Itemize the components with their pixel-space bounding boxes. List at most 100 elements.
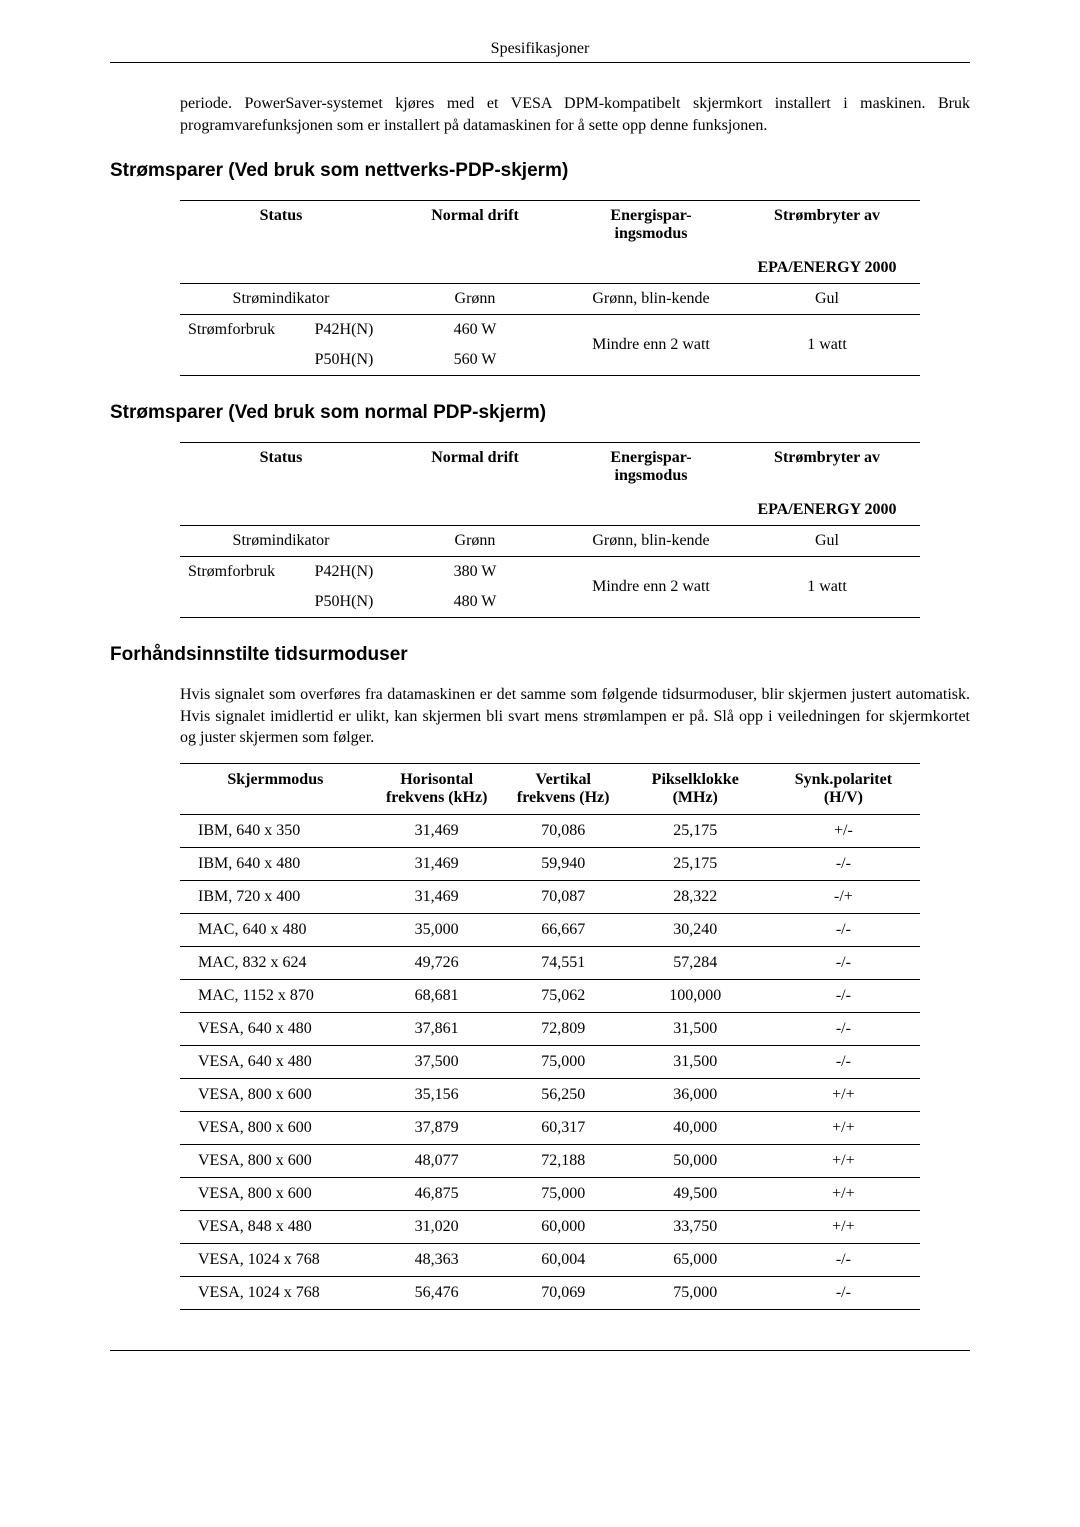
cell-pixel: 31,500 bbox=[624, 1045, 767, 1078]
indicator-normal: Grønn bbox=[382, 284, 568, 315]
watt-2: 560 W bbox=[382, 345, 568, 376]
th-normal: Normal drift bbox=[382, 201, 568, 250]
cell-sync: -/- bbox=[767, 979, 920, 1012]
th-status: Status bbox=[180, 201, 382, 250]
cell-hfreq: 31,020 bbox=[371, 1210, 503, 1243]
th-epa: EPA/ENERGY 2000 bbox=[734, 491, 920, 526]
cell-vfreq: 70,087 bbox=[503, 880, 624, 913]
cell-pixel: 30,240 bbox=[624, 913, 767, 946]
off-watt: 1 watt bbox=[734, 557, 920, 618]
model-2: P50H(N) bbox=[306, 587, 382, 618]
model-1: P42H(N) bbox=[306, 315, 382, 346]
cell-mode: IBM, 640 x 480 bbox=[180, 847, 371, 880]
cell-vfreq: 75,000 bbox=[503, 1177, 624, 1210]
indicator-energy: Grønn, blin-kende bbox=[568, 284, 734, 315]
cell-pixel: 25,175 bbox=[624, 814, 767, 847]
cell-mode: VESA, 800 x 600 bbox=[180, 1177, 371, 1210]
cell-pixel: 57,284 bbox=[624, 946, 767, 979]
th-epa: EPA/ENERGY 2000 bbox=[734, 249, 920, 284]
cell-hfreq: 46,875 bbox=[371, 1177, 503, 1210]
table-row: VESA, 800 x 60035,15656,25036,000+/+ bbox=[180, 1078, 920, 1111]
th-status: Status bbox=[180, 443, 382, 492]
table-row: MAC, 640 x 48035,00066,66730,240-/- bbox=[180, 913, 920, 946]
table-row: VESA, 1024 x 76856,47670,06975,000-/- bbox=[180, 1276, 920, 1309]
th-hfreq: Horisontal frekvens (kHz) bbox=[371, 763, 503, 814]
th-energy: Energispar-ingsmodus bbox=[568, 201, 734, 250]
table-row: VESA, 800 x 60037,87960,31740,000+/+ bbox=[180, 1111, 920, 1144]
th-pixel: Pikselklokke (MHz) bbox=[624, 763, 767, 814]
cell-sync: -/- bbox=[767, 1243, 920, 1276]
energy-watt: Mindre enn 2 watt bbox=[568, 557, 734, 618]
th-vfreq: Vertikal frekvens (Hz) bbox=[503, 763, 624, 814]
cell-vfreq: 75,000 bbox=[503, 1045, 624, 1078]
cell-vfreq: 72,809 bbox=[503, 1012, 624, 1045]
th-mode: Skjermmodus bbox=[180, 763, 371, 814]
cell-hfreq: 48,077 bbox=[371, 1144, 503, 1177]
cell-mode: VESA, 800 x 600 bbox=[180, 1078, 371, 1111]
section3-desc: Hvis signalet som overføres fra datamask… bbox=[180, 684, 970, 749]
energy-watt: Mindre enn 2 watt bbox=[568, 315, 734, 376]
cell-mode: IBM, 640 x 350 bbox=[180, 814, 371, 847]
cell-hfreq: 37,879 bbox=[371, 1111, 503, 1144]
cell-hfreq: 35,000 bbox=[371, 913, 503, 946]
cell-hfreq: 68,681 bbox=[371, 979, 503, 1012]
cell-pixel: 49,500 bbox=[624, 1177, 767, 1210]
th-normal: Normal drift bbox=[382, 443, 568, 492]
table-row: VESA, 800 x 60046,87575,00049,500+/+ bbox=[180, 1177, 920, 1210]
cell-mode: VESA, 1024 x 768 bbox=[180, 1243, 371, 1276]
table-row: IBM, 640 x 48031,46959,94025,175-/- bbox=[180, 847, 920, 880]
cell-mode: VESA, 848 x 480 bbox=[180, 1210, 371, 1243]
table-row: VESA, 640 x 48037,50075,00031,500-/- bbox=[180, 1045, 920, 1078]
indicator-normal: Grønn bbox=[382, 526, 568, 557]
off-watt: 1 watt bbox=[734, 315, 920, 376]
section1-title: Strømsparer (Ved bruk som nettverks-PDP-… bbox=[110, 160, 970, 182]
table-row: MAC, 832 x 62449,72674,55157,284-/- bbox=[180, 946, 920, 979]
cell-vfreq: 60,004 bbox=[503, 1243, 624, 1276]
cell-vfreq: 60,000 bbox=[503, 1210, 624, 1243]
cell-sync: -/+ bbox=[767, 880, 920, 913]
cell-vfreq: 72,188 bbox=[503, 1144, 624, 1177]
cell-hfreq: 31,469 bbox=[371, 847, 503, 880]
cell-mode: VESA, 640 x 480 bbox=[180, 1012, 371, 1045]
cell-sync: -/- bbox=[767, 913, 920, 946]
power-table-1: Status Normal drift Energispar-ingsmodus… bbox=[180, 200, 920, 376]
th-off: Strømbryter av bbox=[734, 201, 920, 250]
cell-pixel: 50,000 bbox=[624, 1144, 767, 1177]
cell-sync: -/- bbox=[767, 1276, 920, 1309]
th-off: Strømbryter av bbox=[734, 443, 920, 492]
cell-vfreq: 59,940 bbox=[503, 847, 624, 880]
cell-sync: +/+ bbox=[767, 1177, 920, 1210]
cell-mode: VESA, 800 x 600 bbox=[180, 1144, 371, 1177]
cell-pixel: 100,000 bbox=[624, 979, 767, 1012]
cell-mode: MAC, 640 x 480 bbox=[180, 913, 371, 946]
indicator-label: Strømindikator bbox=[180, 284, 382, 315]
table-row: VESA, 800 x 60048,07772,18850,000+/+ bbox=[180, 1144, 920, 1177]
cell-hfreq: 37,861 bbox=[371, 1012, 503, 1045]
cell-sync: -/- bbox=[767, 1045, 920, 1078]
cell-hfreq: 31,469 bbox=[371, 814, 503, 847]
section2-title: Strømsparer (Ved bruk som normal PDP-skj… bbox=[110, 402, 970, 424]
cell-hfreq: 35,156 bbox=[371, 1078, 503, 1111]
cell-hfreq: 49,726 bbox=[371, 946, 503, 979]
watt-1: 380 W bbox=[382, 557, 568, 588]
cell-pixel: 33,750 bbox=[624, 1210, 767, 1243]
th-sync: Synk.polaritet (H/V) bbox=[767, 763, 920, 814]
cell-mode: VESA, 800 x 600 bbox=[180, 1111, 371, 1144]
cell-vfreq: 66,667 bbox=[503, 913, 624, 946]
cell-vfreq: 74,551 bbox=[503, 946, 624, 979]
cell-sync: +/- bbox=[767, 814, 920, 847]
model-1: P42H(N) bbox=[306, 557, 382, 588]
cell-pixel: 36,000 bbox=[624, 1078, 767, 1111]
consumption-label: Strømforbruk bbox=[180, 557, 306, 588]
cell-mode: VESA, 640 x 480 bbox=[180, 1045, 371, 1078]
cell-mode: VESA, 1024 x 768 bbox=[180, 1276, 371, 1309]
cell-sync: +/+ bbox=[767, 1078, 920, 1111]
table-row: VESA, 640 x 48037,86172,80931,500-/- bbox=[180, 1012, 920, 1045]
cell-vfreq: 56,250 bbox=[503, 1078, 624, 1111]
model-2: P50H(N) bbox=[306, 345, 382, 376]
cell-pixel: 75,000 bbox=[624, 1276, 767, 1309]
cell-hfreq: 37,500 bbox=[371, 1045, 503, 1078]
cell-sync: +/+ bbox=[767, 1111, 920, 1144]
cell-hfreq: 56,476 bbox=[371, 1276, 503, 1309]
consumption-label: Strømforbruk bbox=[180, 315, 306, 346]
